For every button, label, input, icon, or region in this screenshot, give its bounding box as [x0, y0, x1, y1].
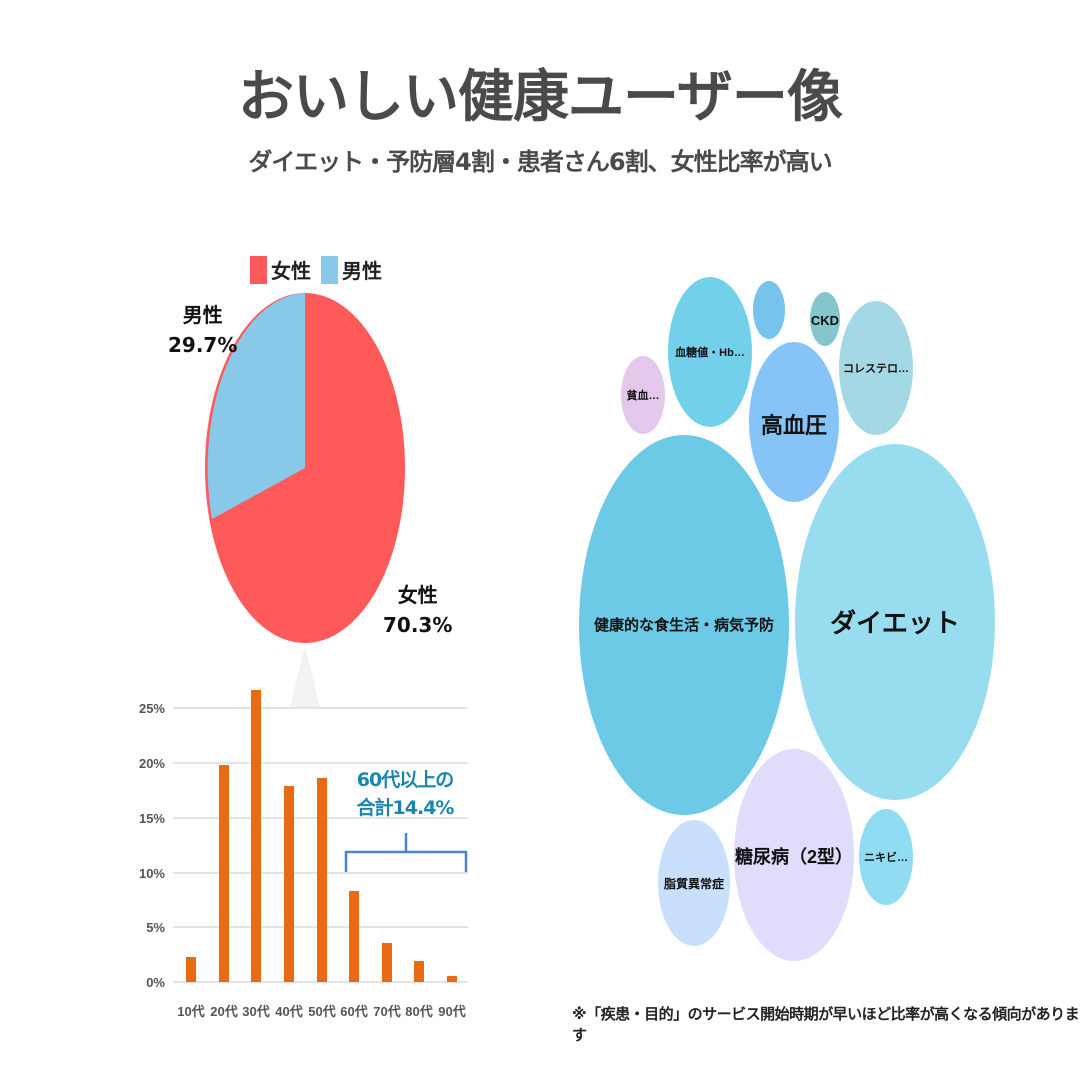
pie-label-male-value: 29.7% [168, 333, 238, 357]
bar-60s [349, 891, 359, 982]
bar-80s [414, 961, 424, 982]
x-tick: 10代 [177, 1004, 204, 1019]
footnote: ※「疾患・目的」のサービス開始時期が早いほど比率が高くなる傾向があります [572, 1005, 1080, 1044]
bubble-label: 糖尿病（2型） [735, 846, 853, 867]
bubble-label: 健康的な食生活・病気予防 [594, 616, 774, 634]
pie-label-male: 男性 29.7% [168, 300, 237, 360]
svg-text:5%: 5% [146, 920, 165, 935]
bubble-label: 高血圧 [761, 413, 827, 438]
x-tick: 40代 [275, 1004, 302, 1019]
bar-90s [447, 976, 457, 982]
pie-label-female: 女性 70.3% [383, 580, 452, 640]
bubble-label: 貧血… [627, 388, 660, 402]
bar-50s [317, 778, 327, 982]
legend-item-female: 女性 [250, 255, 311, 284]
legend-label-female: 女性 [271, 259, 311, 283]
x-tick: 50代 [308, 1004, 335, 1019]
legend-swatch-female [250, 255, 267, 284]
bubble-unlabeled [753, 281, 785, 339]
bubble-healthy-diet [579, 435, 789, 815]
y-axis-ticks: 0% 5% 10% 15% 20% 25% [139, 701, 165, 990]
page-title: おいしい健康ユーザー像 [238, 65, 843, 130]
bubble-anemia [621, 356, 665, 434]
bubble-label: ダイエット [830, 608, 960, 638]
bubble-acne [859, 809, 913, 905]
bar-10s [186, 957, 196, 982]
bracket-60plus [344, 833, 468, 872]
bubble-label: ニキビ… [864, 850, 908, 864]
x-tick: 60代 [340, 1004, 367, 1019]
bubble-label: CKD [811, 313, 839, 328]
bubble-cholesterol [839, 301, 913, 435]
svg-text:25%: 25% [139, 701, 165, 716]
legend-item-male: 男性 [321, 255, 382, 284]
pie-chart [205, 293, 405, 643]
bar-70s [382, 943, 392, 982]
x-tick: 80代 [405, 1004, 432, 1019]
bubble-dyslipidemia [658, 820, 730, 946]
bar-40s [284, 786, 294, 982]
bar-30s [251, 690, 261, 982]
bar-20s [219, 765, 229, 982]
pie-label-male-name: 男性 [182, 303, 223, 327]
annotation-line2: 合計14.4% [356, 797, 455, 819]
legend-label-male: 男性 [342, 259, 382, 283]
legend-swatch-male [321, 255, 338, 284]
annotation-line1: 60代以上の [356, 769, 454, 791]
bubble-hypertension [749, 342, 839, 502]
bubble-diabetes [734, 749, 854, 961]
pie-label-female-name: 女性 [397, 583, 438, 607]
connector-triangle [290, 645, 320, 708]
svg-text:0%: 0% [146, 975, 165, 990]
x-tick: 70代 [373, 1004, 400, 1019]
x-tick: 90代 [438, 1004, 465, 1019]
bubble-label: 血糖値・Hb… [675, 345, 745, 359]
pie-slice-male [207, 293, 305, 519]
x-tick: 20代 [210, 1004, 237, 1019]
bubble-label: コレステロ… [843, 362, 909, 375]
pie-label-female-value: 70.3% [383, 613, 453, 637]
bubble-label: 脂質異常症 [663, 876, 724, 891]
svg-text:20%: 20% [139, 756, 165, 771]
bars [186, 690, 457, 982]
x-axis-ticks: 10代 20代 30代 40代 50代 60代 70代 80代 90代 [177, 1004, 465, 1019]
bubble-blood-sugar [668, 277, 752, 427]
bubble-ckd [810, 292, 840, 346]
x-tick: 30代 [242, 1004, 269, 1019]
svg-text:10%: 10% [139, 866, 165, 881]
bubble-diet [795, 444, 995, 800]
bar-annotation: 60代以上の 合計14.4% [350, 766, 460, 822]
page-subtitle: ダイエット・予防層4割・患者さん6割、女性比率が高い [248, 148, 832, 176]
bubble-chart: 健康的な食生活・病気予防 ダイエット 高血圧 血糖値・Hb… CKD コレステロ… [579, 277, 995, 961]
pie-legend: 女性 男性 [250, 255, 386, 284]
svg-text:15%: 15% [139, 811, 165, 826]
bar-chart: 0% 5% 10% 15% 20% 25% 10代 20代 30代 40代 50… [139, 690, 468, 1019]
